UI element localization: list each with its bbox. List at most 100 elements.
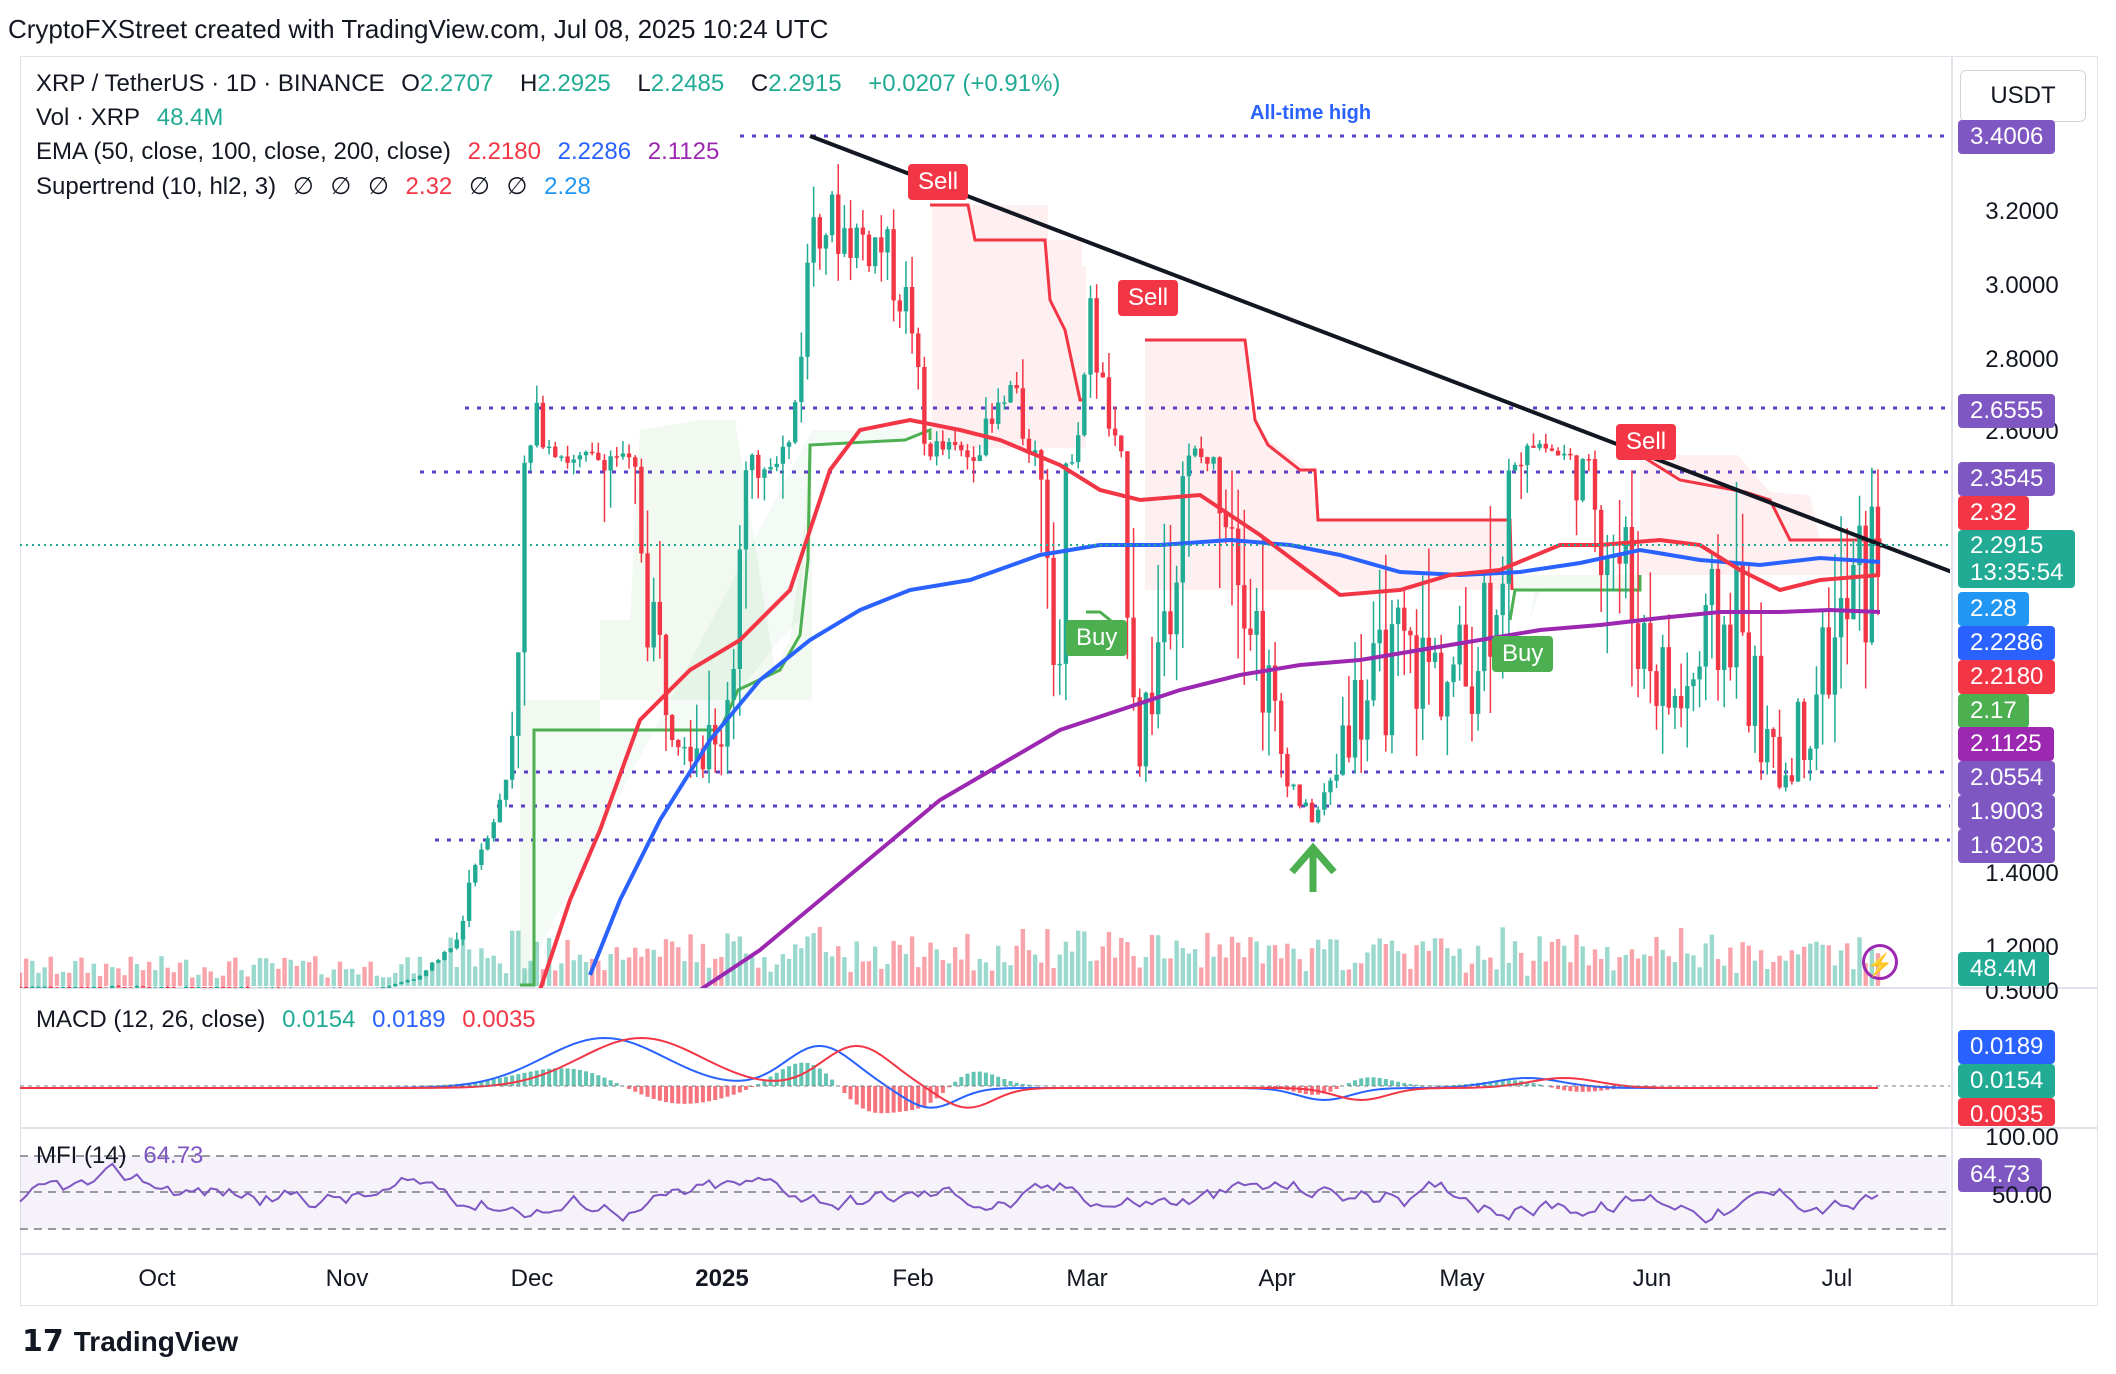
macd-histogram-bar — [1371, 1077, 1376, 1086]
volume-bar — [1075, 930, 1081, 986]
macd-histogram-bar — [1408, 1083, 1413, 1086]
candle-body — [823, 235, 829, 249]
volume-bar — [633, 947, 638, 986]
volume-bar — [1771, 961, 1776, 986]
candle-body — [1402, 607, 1407, 631]
candle-body — [1039, 450, 1044, 480]
volume-bar — [23, 958, 29, 986]
macd-histogram-bar — [1334, 1086, 1339, 1090]
volume-bar — [1383, 944, 1389, 986]
candle-body — [1026, 438, 1032, 455]
macd-histogram-bar — [940, 1086, 945, 1093]
time-tick-oct: Oct — [138, 1265, 176, 1292]
macd-histogram-bar — [885, 1086, 890, 1114]
volume-bar — [903, 953, 909, 986]
candle-body — [85, 987, 90, 988]
candle-body — [792, 401, 798, 443]
volume-bar — [842, 957, 847, 986]
volume-bar — [891, 940, 896, 986]
candle-body — [971, 457, 976, 461]
volume-bar — [1562, 945, 1567, 986]
legend-supertrend-empty-3: ∅ — [367, 173, 389, 200]
candle-body — [1678, 695, 1684, 709]
volume-bar — [1549, 941, 1555, 986]
macd-histogram-bar — [1389, 1080, 1394, 1086]
supertrend-green-fill-4 — [1510, 575, 1640, 620]
macd-histogram-bar — [682, 1086, 687, 1104]
volume-bar — [1039, 962, 1044, 986]
legend-low-label: L — [637, 70, 651, 97]
mfi-label: MFI (14) — [36, 1142, 127, 1169]
candle-body — [1223, 513, 1229, 528]
volume-bar — [1808, 943, 1813, 986]
macd-histogram-bar — [910, 1086, 915, 1111]
volume-bar — [1260, 963, 1265, 986]
candle-body — [220, 986, 226, 988]
macd-histogram-bar — [1586, 1086, 1591, 1092]
candle-body — [1857, 525, 1862, 566]
volume-bar — [1143, 956, 1149, 986]
candle-body — [1229, 527, 1235, 529]
volume-bar — [177, 962, 183, 986]
candle-body — [959, 444, 964, 451]
volume-bar — [417, 956, 423, 986]
candle-body — [706, 724, 712, 770]
volume-bar — [91, 963, 97, 986]
volume-bar — [485, 958, 490, 986]
candle-body — [848, 228, 853, 258]
volume-bar — [657, 956, 663, 986]
tradingview-logo-icon: 𝟭𝟳 — [22, 1325, 64, 1358]
volume-bar — [866, 961, 872, 986]
candle-body — [48, 986, 53, 988]
volume-bar — [836, 946, 841, 986]
mfi-value: 64.73 — [143, 1142, 204, 1169]
volume-bar — [233, 957, 238, 986]
candle-body — [1672, 695, 1678, 708]
candle-body — [626, 453, 632, 458]
volume-bar — [300, 960, 306, 986]
macd-histogram-bar — [553, 1068, 558, 1086]
volume-bar — [608, 954, 613, 986]
macd-histogram-bar — [590, 1073, 595, 1086]
volume-bar — [1500, 927, 1505, 986]
candle-body — [190, 986, 195, 988]
macd-histogram-bar — [430, 1085, 435, 1086]
volume-bar — [1051, 968, 1056, 986]
volume-bar — [694, 962, 699, 986]
macd-histogram-bar — [614, 1083, 619, 1086]
candle-body — [996, 402, 1001, 424]
macd-histogram-bar — [424, 1085, 429, 1086]
candle-body — [1820, 627, 1825, 695]
candle-body — [399, 982, 404, 984]
candle-body — [1303, 802, 1309, 807]
macd-histogram-bar — [774, 1072, 779, 1086]
candle-body — [1094, 298, 1099, 373]
volume-bar — [1648, 956, 1653, 986]
volume-bar — [860, 961, 866, 986]
volume-bar — [1525, 975, 1530, 986]
currency-unit-button[interactable]: USDT — [1960, 70, 2086, 122]
volume-bar — [651, 949, 656, 986]
alert-lightning-icon[interactable]: ⚡ — [1862, 944, 1898, 980]
volume-bar — [1506, 962, 1512, 986]
candle-body — [1574, 455, 1579, 501]
candle-body — [1186, 455, 1192, 477]
volume-bar — [792, 944, 798, 986]
legend-ohlc: XRP / TetherUS · 1D · BINANCE O2.2707 H2… — [36, 70, 1070, 98]
macd-histogram-bar — [1531, 1082, 1536, 1086]
candle-body — [633, 457, 638, 467]
volume-bar — [1685, 953, 1690, 986]
candle-body — [989, 418, 995, 424]
volume-bar — [645, 948, 650, 986]
volume-bar — [1654, 936, 1659, 986]
volume-bar — [393, 972, 398, 986]
candle-body — [134, 986, 140, 988]
candle-body — [1568, 453, 1573, 456]
candle-body — [479, 849, 484, 866]
candle-body — [1771, 729, 1776, 737]
volume-bar — [134, 963, 140, 986]
candle-body — [497, 799, 503, 823]
macd-histogram-bar — [1026, 1084, 1031, 1086]
candle-body — [1002, 402, 1007, 404]
